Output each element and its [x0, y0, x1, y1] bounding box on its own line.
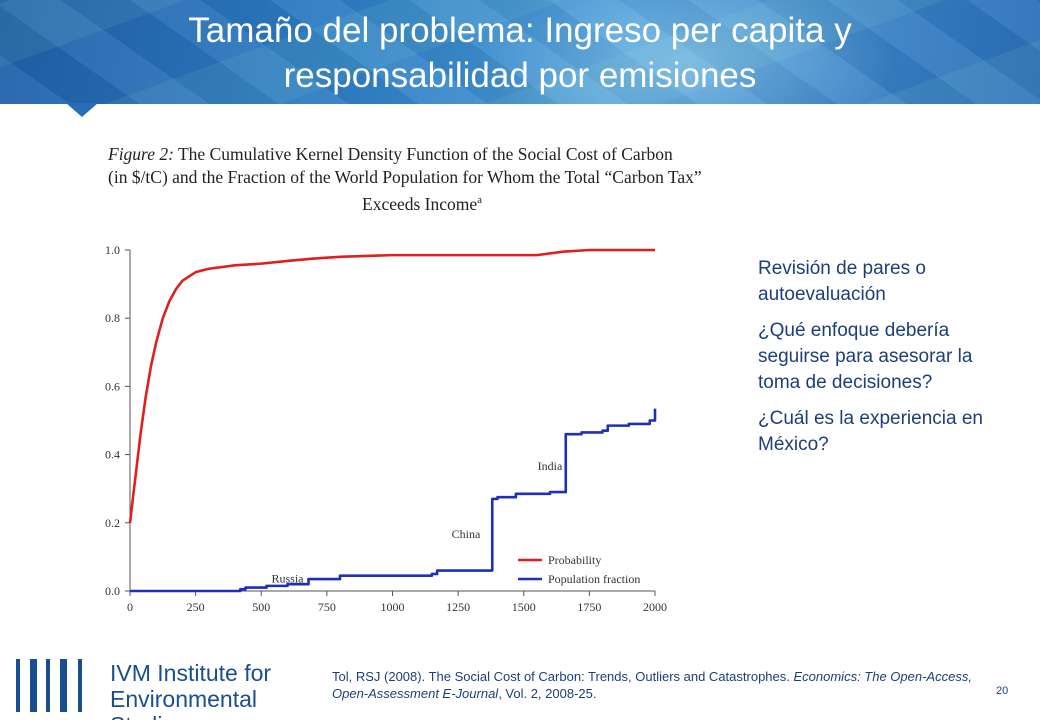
- annotation-label: Russia: [271, 571, 304, 585]
- legend-entry: Population fraction: [548, 572, 640, 586]
- page-number: 20: [996, 685, 1009, 697]
- x-tick-label: 1000: [381, 600, 405, 614]
- figure-caption-line2: (in $/tC) and the Fraction of the World …: [108, 167, 702, 187]
- annotation-label: China: [452, 527, 481, 541]
- x-tick-label: 2000: [643, 600, 667, 614]
- y-tick-label: 0.4: [105, 448, 120, 462]
- x-tick-label: 500: [252, 600, 270, 614]
- figure-caption-sup: a: [477, 194, 483, 206]
- side-text-mexico: ¿Cuál es la experiencia en México?: [758, 408, 983, 455]
- y-tick-label: 0.0: [105, 584, 120, 598]
- series-line-population-fraction: [130, 408, 657, 593]
- kernel-density-chart: 0 250 500 750 1000 1250 1500 1750 2000 0.0 0.2 0.4 0…: [105, 243, 667, 614]
- logo-bar: [46, 659, 50, 712]
- y-tick-label: 0.2: [105, 516, 120, 530]
- x-tick-label: 1250: [446, 600, 470, 614]
- y-tick-label: 0.8: [105, 311, 120, 325]
- header-texture-overlay: [0, 0, 1040, 104]
- annotation-label: India: [538, 459, 563, 473]
- series-line-probability: [128, 248, 655, 523]
- x-tick-label: 250: [187, 600, 205, 614]
- figure-caption: Figure 2: The Cumulative Kernel Density …: [108, 143, 788, 216]
- figure-caption-line3-wrap: Exceeds Incomea: [108, 189, 788, 216]
- x-tick-label: 1750: [577, 600, 601, 614]
- figure-label: Figure 2:: [108, 144, 174, 164]
- y-tick-label: 0.6: [105, 379, 120, 393]
- slide-title: Tamaño del problema: Ingreso per capita …: [0, 8, 1040, 98]
- logo-line1: IVM Institute for: [110, 660, 330, 686]
- logo-bar: [78, 659, 82, 712]
- citation: Tol, RSJ (2008). The Social Cost of Carb…: [332, 668, 992, 702]
- x-tick-label: 1500: [512, 600, 536, 614]
- slide-title-line2: responsabilidad por emisiones: [283, 56, 757, 95]
- logo-bar: [30, 659, 37, 712]
- citation-volume: , Vol. 2, 2008-25.: [498, 686, 597, 701]
- header-texture: [0, 0, 1040, 104]
- logo-bar: [16, 659, 20, 712]
- figure-caption-line1: The Cumulative Kernel Density Function o…: [173, 144, 673, 164]
- side-questions: Revisión de pares o autoevaluación ¿Qué …: [758, 256, 1008, 468]
- side-text-approach: ¿Qué enfoque debería seguirse para aseso…: [758, 320, 973, 393]
- slide-title-line1: Tamaño del problema: Ingreso per capita …: [188, 11, 852, 50]
- logo-institute: Institute for: [150, 660, 272, 686]
- citation-journal: Economics: The Open-Access, Open-Assessm…: [332, 669, 972, 701]
- x-tick-label: 750: [318, 600, 336, 614]
- logo-line2: Environmental Studies: [110, 686, 258, 720]
- y-tick-label: 1.0: [105, 243, 120, 257]
- figure-caption-line3: Exceeds Income: [362, 193, 478, 214]
- x-tick-label: 0: [127, 600, 133, 614]
- side-text-peer-review: Revisión de pares o autoevaluación: [758, 258, 926, 305]
- legend-entry: Probability: [548, 553, 601, 567]
- logo-ivm: IVM: [110, 660, 151, 686]
- header-notch: [66, 103, 98, 117]
- header-glow: [480, 0, 900, 104]
- header-banner: [0, 0, 1040, 104]
- citation-authors: Tol, RSJ (2008). The Social Cost of Carb…: [332, 669, 794, 684]
- ivm-logo-text: IVM Institute for Environmental Studies: [110, 660, 330, 720]
- logo-bar: [60, 659, 67, 712]
